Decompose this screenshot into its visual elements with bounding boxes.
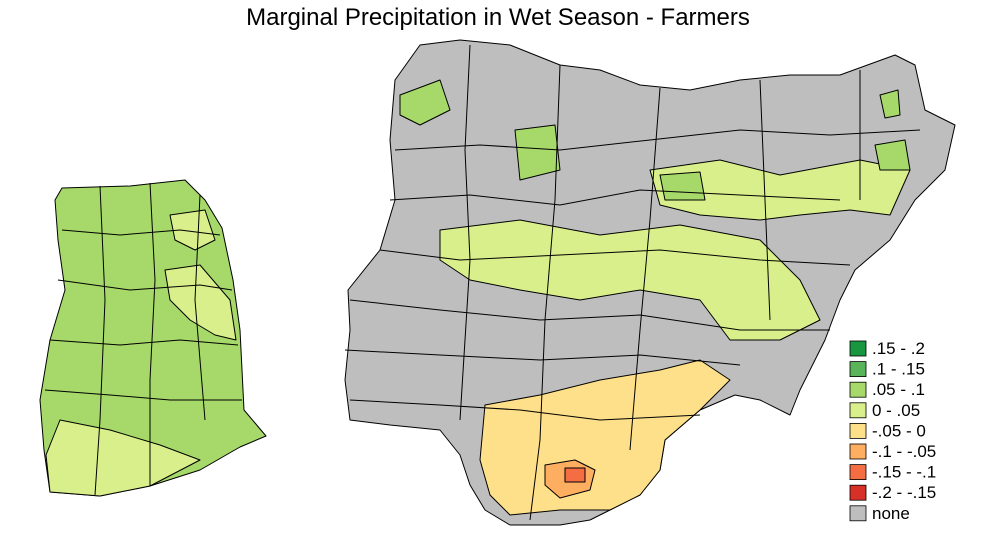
legend-swatch [849,505,867,522]
legend-swatch [849,381,867,398]
ghana-map [39,179,267,497]
nigeria-green-area [399,79,911,201]
nigeria-light-area [649,159,911,221]
legend-label: 0 - .05 [872,401,920,420]
legend-label: -.1 - -.05 [872,442,936,461]
legend-label: .15 - .2 [872,339,925,358]
ghana-light-area [164,264,237,341]
legend-label: none [872,504,910,523]
legend-swatch [849,484,867,501]
legend-swatch [849,443,867,460]
legend-label: .1 - .15 [872,360,925,379]
legend: .15 - .2 .1 - .15.05 - .1 0 - .05-.05 - 0 -… [849,339,936,523]
legend-swatch [849,422,867,439]
legend-swatch [849,361,867,378]
lga-borders [344,44,921,521]
legend-label: -.2 - -.15 [872,483,936,502]
legend-swatch [849,464,867,481]
nigeria-light-area [439,219,821,341]
legend-swatch [849,340,867,357]
nigeria-map [344,39,956,526]
legend-label: -.15 - -.1 [872,463,936,482]
legend-swatch [849,402,867,419]
legend-label: .05 - .1 [872,380,925,399]
nigeria-red-area [564,467,586,483]
map-title: Marginal Precipitation in Wet Season - F… [246,4,750,31]
district-borders [44,182,242,496]
ghana-outline [39,179,267,497]
legend-label: -.05 - 0 [872,421,926,440]
nigeria-south-area [479,359,731,516]
